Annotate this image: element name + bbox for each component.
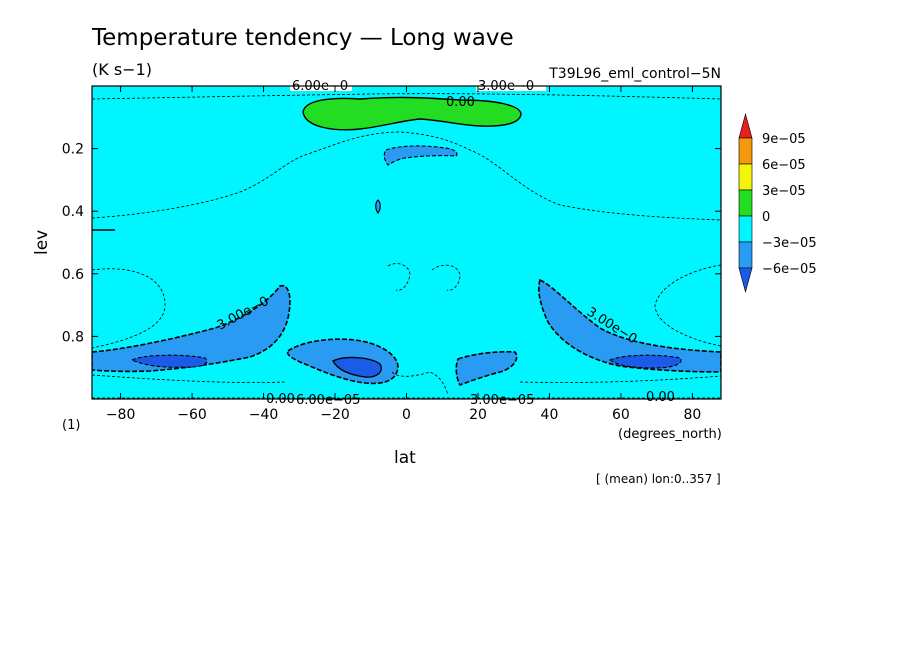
colorbar-label: 0 [762, 210, 770, 225]
experiment-label: T39L96_eml_control−5N [548, 66, 721, 82]
footnote: [ (mean) lon:0..357 ] [596, 472, 721, 486]
x-tick-label: 60 [612, 407, 630, 423]
sh-lowlevel-cooling-core [130, 354, 208, 368]
colorbar-min-arrow [738, 267, 753, 294]
contour-label: 0.00 [646, 390, 675, 405]
subtropical-cooling-core [332, 356, 382, 378]
nh-lowlevel-cooling-region [538, 278, 721, 373]
x-tick-label: −40 [249, 407, 279, 423]
nh-lowlevel-cooling-core [608, 354, 682, 369]
colorbar-swatch [738, 189, 753, 217]
colorbar-label: −3e−05 [762, 236, 817, 251]
x-tick-label: 0 [402, 407, 411, 423]
y-tick-label: 0.2 [62, 142, 84, 158]
contour-label: 3.00e−05 [470, 393, 534, 408]
colorbar-swatch [738, 215, 753, 243]
x-tick-label: −20 [320, 407, 350, 423]
x-axis-label: lat [394, 448, 416, 468]
small-cooling-feature [375, 199, 381, 214]
y-tick-label: 0.4 [62, 204, 84, 220]
upper-cooling-region [383, 145, 458, 166]
chart-title: Temperature tendency — Long wave [91, 25, 514, 51]
colorbar-label: 3e−05 [762, 184, 806, 199]
sh-lowlevel-cooling-region [92, 284, 291, 373]
nh-subtropical-cooling-region [455, 350, 518, 387]
x-tick-label: 40 [541, 407, 559, 423]
colorbar-label: −6e−05 [762, 262, 817, 277]
x-units-label: (degrees_north) [618, 427, 722, 442]
plot-area [92, 86, 721, 399]
y-units-label: (1) [62, 418, 80, 433]
colorbar-swatch [738, 241, 753, 269]
x-tick-label: 20 [469, 407, 487, 423]
y-tick-label: 0.8 [62, 329, 84, 345]
units-label: (K s−1) [92, 60, 152, 79]
colorbar-swatch [738, 163, 753, 191]
contour-label: 0.00 [446, 95, 475, 110]
x-tick-label: −80 [106, 407, 136, 423]
colorbar-swatch [738, 137, 753, 165]
colorbar-label: 9e−05 [762, 132, 806, 147]
upper-warming-region [302, 96, 522, 131]
y-axis-label: lev [32, 230, 52, 255]
x-tick-label: 80 [683, 407, 701, 423]
contour-lines [92, 93, 721, 399]
contour-label: 6.00e−05 [296, 393, 360, 408]
colorbar-label: 6e−05 [762, 158, 806, 173]
x-axis: −80 −60 −40 −20 0 20 40 60 80 [106, 86, 701, 423]
x-tick-label: −60 [177, 407, 207, 423]
y-axis: 0.2 0.4 0.6 0.8 [62, 142, 721, 345]
y-tick-label: 0.6 [62, 267, 84, 283]
colorbar: 9e−05 6e−05 3e−05 0 −3e−05 −6e−05 [738, 112, 817, 294]
colorbar-max-arrow [738, 112, 753, 139]
